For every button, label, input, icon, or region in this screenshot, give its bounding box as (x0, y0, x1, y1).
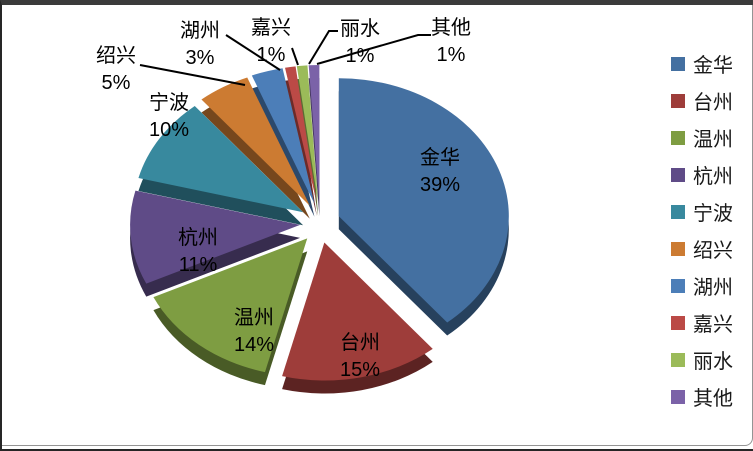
slice-label-percent: 11% (178, 254, 218, 276)
slice-label-name: 台州 (340, 332, 380, 354)
legend-color-swatch (671, 352, 685, 367)
legend-label: 其他 (693, 388, 733, 410)
legend-color-swatch (671, 204, 685, 219)
slice-label-name: 嘉兴 (251, 17, 291, 39)
pie-slice-8 (296, 65, 319, 204)
leader-line-7 (291, 47, 299, 66)
slice-label-name: 温州 (234, 307, 274, 329)
slice-label-name: 湖州 (180, 20, 220, 42)
pie-chart (130, 30, 509, 394)
legend-label: 金华 (693, 55, 733, 77)
legend-item-4: 宁波 (671, 193, 733, 230)
slice-label-8: 丽水 1% (340, 16, 380, 70)
legend-item-0: 金华 (671, 45, 733, 82)
leader-line-8 (308, 30, 338, 65)
legend-item-7: 嘉兴 (671, 304, 733, 341)
legend-label: 湖州 (693, 277, 733, 299)
legend-label: 杭州 (693, 166, 733, 188)
slice-label-name: 绍兴 (96, 45, 136, 67)
legend-color-swatch (671, 167, 685, 182)
legend-item-1: 台州 (671, 82, 733, 119)
slice-label-percent: 14% (233, 334, 275, 356)
slice-label-name: 丽水 (340, 18, 380, 40)
pie-slice-0 (338, 78, 509, 323)
legend-item-8: 丽水 (671, 341, 733, 378)
leader-line-6 (225, 34, 281, 71)
slice-label-9: 其他 1% (431, 15, 471, 69)
legend: 金华台州温州杭州宁波绍兴湖州嘉兴丽水其他 (671, 45, 733, 415)
slice-label-4: 宁波 10% (149, 90, 189, 144)
legend-label: 台州 (693, 92, 733, 114)
legend-item-5: 绍兴 (671, 230, 733, 267)
label-leader-lines (139, 30, 431, 86)
slice-label-5: 绍兴 5% (96, 43, 136, 97)
legend-label: 温州 (693, 129, 733, 151)
legend-color-swatch (671, 56, 685, 71)
legend-color-swatch (671, 130, 685, 145)
slice-label-percent: 15% (339, 359, 381, 381)
slice-label-3: 杭州 11% (178, 225, 218, 279)
slice-label-percent: 1% (256, 44, 286, 66)
legend-item-3: 杭州 (671, 156, 733, 193)
pie-slice-4 (138, 105, 304, 213)
pie-slice-side-6 (251, 81, 315, 217)
leader-line-5 (139, 64, 246, 86)
slice-label-percent: 5% (101, 72, 131, 94)
legend-color-swatch (671, 241, 685, 256)
slice-label-2: 温州 14% (234, 305, 274, 359)
pie-slice-5 (201, 77, 310, 206)
pie-slice-6 (251, 68, 315, 204)
slice-label-name: 杭州 (178, 227, 218, 249)
legend-label: 嘉兴 (693, 314, 733, 336)
legend-color-swatch (671, 278, 685, 293)
pie-slice-1 (282, 242, 433, 381)
slice-label-6: 湖州 3% (180, 18, 220, 72)
slice-label-name: 金华 (420, 147, 460, 169)
slice-label-1: 台州 15% (340, 330, 380, 384)
slice-label-percent: 3% (185, 47, 215, 69)
slice-label-7: 嘉兴 1% (251, 15, 291, 69)
legend-label: 宁波 (693, 203, 733, 225)
legend-item-9: 其他 (671, 378, 733, 415)
pie-slice-3 (130, 190, 301, 284)
legend-item-6: 湖州 (671, 267, 733, 304)
leader-line-9 (316, 34, 431, 65)
slice-label-name: 其他 (431, 17, 471, 39)
legend-label: 绍兴 (693, 240, 733, 262)
slice-label-name: 宁波 (149, 92, 189, 114)
pie-slice-9 (308, 65, 320, 204)
legend-item-2: 温州 (671, 119, 733, 156)
legend-color-swatch (671, 389, 685, 404)
slice-label-0: 金华 39% (420, 145, 460, 199)
slice-label-percent: 1% (436, 44, 466, 66)
legend-color-swatch (671, 93, 685, 108)
pie-slice-2 (153, 238, 308, 373)
legend-color-swatch (671, 315, 685, 330)
slice-label-percent: 1% (345, 45, 375, 67)
pie-slices (130, 65, 509, 381)
pie-slice-7 (285, 66, 317, 204)
slice-label-percent: 10% (148, 119, 190, 141)
slice-label-percent: 39% (419, 174, 461, 196)
legend-label: 丽水 (693, 351, 733, 373)
